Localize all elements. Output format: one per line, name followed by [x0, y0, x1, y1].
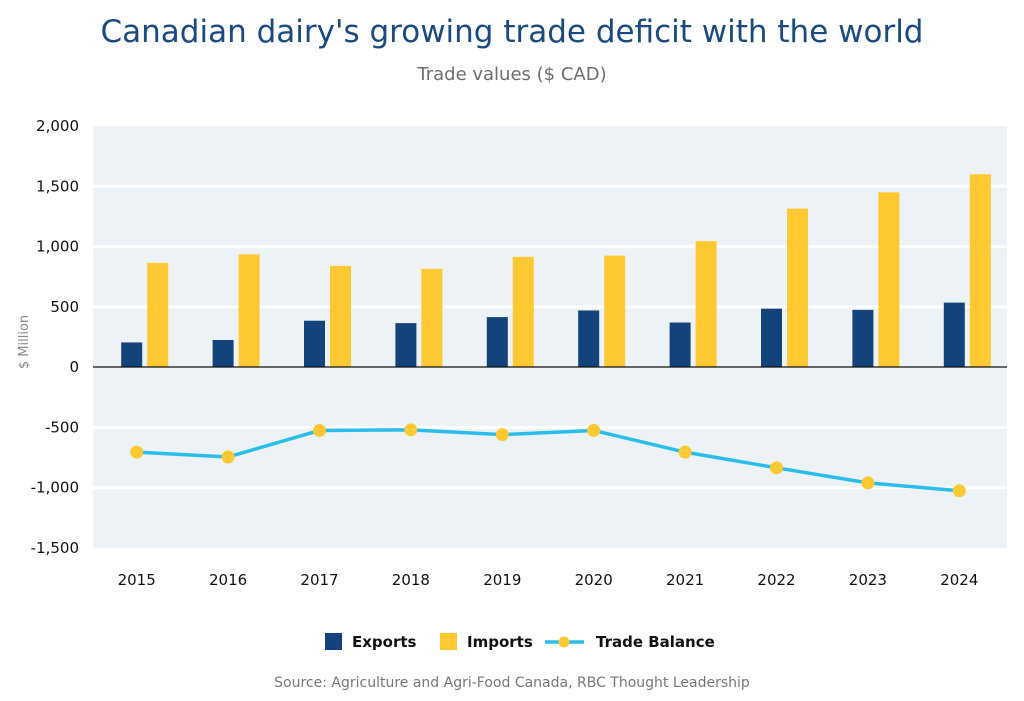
bars: [121, 174, 991, 368]
bar-imports: [421, 268, 443, 368]
bar-exports: [304, 320, 325, 368]
chart-title: Canadian dairy's growing trade deficit w…: [100, 14, 924, 50]
bar-imports: [147, 262, 169, 368]
legend-marker-balance: [558, 636, 570, 648]
bar-exports: [121, 342, 143, 368]
trade-balance-point: [130, 445, 144, 459]
y-tick-label: 2,000: [36, 117, 79, 135]
legend-label-exports: Exports: [352, 633, 417, 651]
legend-swatch-imports: [440, 633, 457, 650]
x-tick-label: 2023: [849, 571, 887, 589]
x-tick-label: 2024: [940, 571, 978, 589]
x-axis-ticks: 2015 2016 2017 2018 2019 2020 2021 2022 2023 2024: [118, 571, 979, 589]
trade-balance-point: [313, 423, 326, 437]
bar-imports: [604, 255, 626, 368]
trade-balance-series: [130, 423, 966, 498]
bar-imports: [969, 174, 991, 368]
source-note: Source: Agriculture and Agri-Food Canada…: [274, 675, 750, 691]
y-tick-label: -1,500: [31, 539, 79, 557]
x-tick-label: 2020: [575, 571, 613, 589]
bar-exports: [761, 308, 782, 368]
y-axis-label: $ Million: [17, 315, 32, 369]
trade-balance-point: [404, 423, 418, 437]
y-tick-label: -500: [45, 418, 79, 436]
y-tick-label: 1,000: [36, 238, 79, 256]
trade-balance-point: [495, 428, 509, 442]
x-tick-label: 2021: [666, 571, 704, 589]
legend-swatch-exports: [325, 633, 342, 650]
bar-imports: [512, 256, 534, 368]
bar-exports: [669, 322, 691, 368]
y-tick-label: 0: [69, 358, 79, 376]
bar-exports: [852, 309, 874, 368]
x-tick-label: 2017: [300, 571, 338, 589]
legend-label-imports: Imports: [467, 633, 533, 651]
bar-exports: [578, 310, 600, 368]
x-tick-label: 2019: [483, 571, 521, 589]
legend-label-balance: Trade Balance: [596, 633, 715, 651]
y-axis-ticks: 2,000 1,500 1,000 500 0 -500 -1,000 -1,500: [31, 117, 79, 557]
bar-imports: [787, 208, 808, 368]
trade-balance-point: [678, 445, 692, 459]
trade-balance-point: [587, 423, 601, 437]
bar-exports: [943, 302, 965, 368]
x-tick-label: 2018: [392, 571, 430, 589]
trade-balance-point: [861, 476, 875, 490]
bar-imports: [878, 192, 900, 368]
bar-exports: [212, 340, 234, 368]
y-tick-label: 500: [50, 298, 79, 316]
bar-imports: [238, 254, 260, 368]
trade-balance-point: [952, 484, 966, 498]
y-tick-label: -1,000: [31, 479, 79, 497]
x-tick-label: 2016: [209, 571, 247, 589]
legend: Exports Imports Trade Balance: [325, 633, 715, 651]
chart-subtitle: Trade values ($ CAD): [417, 64, 607, 85]
trade-balance-point: [221, 450, 235, 464]
bar-imports: [330, 265, 351, 368]
y-tick-label: 1,500: [36, 177, 79, 195]
bar-imports: [695, 241, 717, 368]
bar-exports: [395, 323, 417, 368]
x-tick-label: 2022: [757, 571, 795, 589]
trade-balance-line: [136, 428, 960, 493]
bar-exports: [486, 317, 508, 368]
x-tick-label: 2015: [118, 571, 156, 589]
trade-balance-point: [770, 461, 783, 475]
